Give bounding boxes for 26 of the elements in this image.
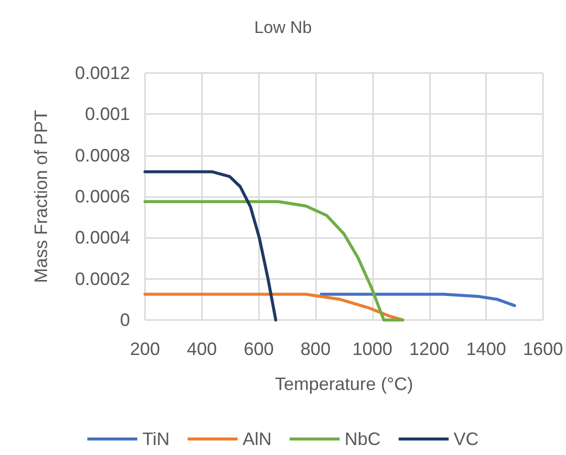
legend-label: NbC: [344, 429, 381, 449]
line-series: [144, 292, 404, 322]
legend-label: AlN: [242, 429, 272, 449]
x-tick-label: 200: [130, 339, 160, 359]
line-series: [144, 170, 278, 322]
x-tick-label: 1200: [409, 339, 450, 359]
y-tick-label: 0.001: [84, 104, 130, 124]
line-series: [144, 200, 404, 322]
y-tick-label: 0.0008: [74, 145, 130, 166]
x-tick-label: 800: [300, 339, 331, 359]
y-tick-label: 0.0012: [74, 63, 130, 83]
chart-title: Low Nb: [254, 18, 312, 37]
y-axis-title: Mass Fraction of PPT: [31, 110, 51, 284]
legend-label: TiN: [142, 429, 170, 449]
line-series: [320, 292, 516, 308]
y-tick-label: 0.0004: [74, 228, 130, 248]
x-axis-title: Temperature (°C): [274, 374, 414, 394]
legend-label: VC: [454, 429, 479, 449]
x-tick-label: 600: [244, 339, 274, 359]
x-tick-label: 400: [186, 339, 217, 359]
x-tick-label: 1000: [352, 339, 392, 359]
y-tick-label: 0.0002: [74, 268, 130, 289]
x-tick-label: 1600: [522, 339, 563, 359]
y-tick-label: 0: [120, 310, 130, 330]
x-tick-label: 1400: [466, 339, 506, 359]
y-tick-label: 0.0006: [74, 186, 130, 206]
